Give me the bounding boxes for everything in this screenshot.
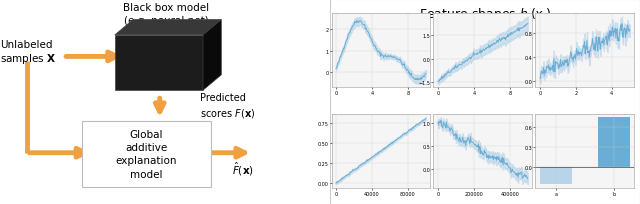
Bar — [598, 118, 630, 168]
Text: (e.g. neural net): (e.g. neural net) — [124, 16, 209, 25]
Text: Feature shapes $h_i(x_i)$: Feature shapes $h_i(x_i)$ — [419, 6, 551, 23]
Text: scores $F(\mathbf{x})$: scores $F(\mathbf{x})$ — [200, 107, 255, 120]
Text: samples $\mathbf{X}$: samples $\mathbf{X}$ — [0, 52, 56, 66]
Polygon shape — [115, 36, 203, 91]
Text: $\hat{F}(\mathbf{x})$: $\hat{F}(\mathbf{x})$ — [232, 160, 254, 177]
Text: Unlabeled: Unlabeled — [0, 40, 52, 50]
Polygon shape — [203, 20, 221, 91]
FancyBboxPatch shape — [81, 121, 211, 187]
Text: Predicted: Predicted — [200, 93, 246, 103]
Polygon shape — [115, 20, 221, 36]
Bar — [540, 168, 572, 184]
Text: Global
additive
explanation
model: Global additive explanation model — [116, 129, 177, 179]
Text: Black box model: Black box model — [124, 3, 209, 13]
